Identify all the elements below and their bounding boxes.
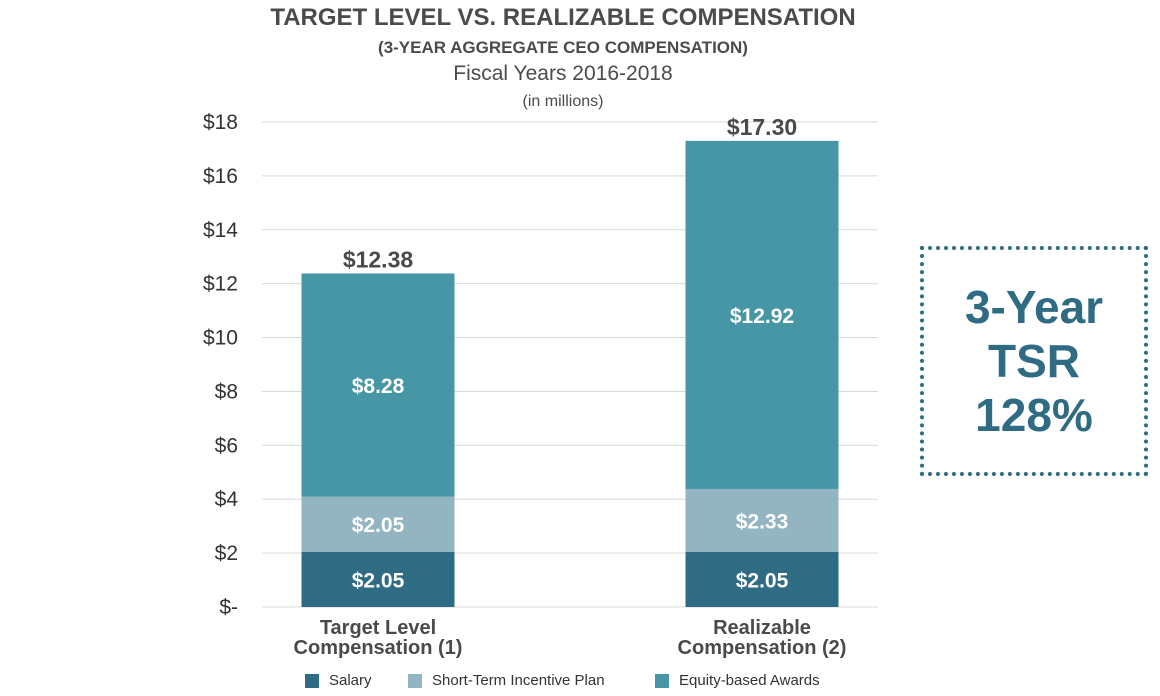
legend-item-equity: Equity-based Awards <box>655 672 820 689</box>
x-category-label: Target Level <box>320 617 436 639</box>
legend-swatch-sti <box>408 673 422 688</box>
bar-segment <box>685 488 839 552</box>
tsr-callout-box: 3-Year TSR 128% <box>920 246 1148 476</box>
chart-title: TARGET LEVEL VS. REALIZABLE COMPENSATION <box>270 4 856 31</box>
y-tick-label: $12 <box>203 273 238 296</box>
x-category-label: Realizable <box>713 617 811 639</box>
x-category-label: Compensation (2) <box>678 637 847 659</box>
bar-total-label: $17.30 <box>727 114 797 140</box>
legend-item-sti: Short-Term Incentive Plan <box>408 672 605 689</box>
bar-segment-label: $2.05 <box>352 514 405 537</box>
tsr-line-1: 3-Year <box>964 281 1104 333</box>
y-tick-label: $2 <box>215 542 238 565</box>
y-tick-label: $14 <box>203 219 238 242</box>
chart-period: Fiscal Years 2016-2018 <box>453 62 673 85</box>
y-tick-label: $16 <box>203 165 238 188</box>
bar-segment <box>301 273 455 497</box>
chart-units: (in millions) <box>522 93 604 110</box>
y-tick-label: $18 <box>203 111 238 134</box>
bar-segment <box>685 140 839 489</box>
chart-legend: Salary Short-Term Incentive Plan Equity-… <box>0 672 1160 694</box>
bar-segment-label: $2.05 <box>352 569 405 592</box>
stacked-bar-chart: $- $2 $4 $6 $8 $10 $12 $14 $16 $18 $2.05 $2.05 $8.28… <box>203 111 878 659</box>
legend-item-salary: Salary <box>305 672 372 689</box>
bar-segment-label: $2.33 <box>736 510 789 533</box>
tsr-line-3: 128% <box>975 389 1093 441</box>
legend-label-sti: Short-Term Incentive Plan <box>432 672 605 689</box>
chart-subtitle: (3-YEAR AGGREGATE CEO COMPENSATION) <box>378 38 748 57</box>
legend-label-salary: Salary <box>329 672 372 689</box>
y-tick-label: $10 <box>203 327 238 350</box>
legend-swatch-salary <box>305 673 319 688</box>
bar-segment <box>685 551 839 607</box>
bar-segment <box>301 496 455 552</box>
legend-label-equity: Equity-based Awards <box>679 672 820 689</box>
y-tick-label: $- <box>219 596 238 619</box>
legend-swatch-equity <box>655 673 669 688</box>
x-category-label: Compensation (1) <box>294 637 463 659</box>
y-tick-label: $4 <box>215 488 239 511</box>
tsr-line-2: TSR <box>988 335 1080 387</box>
bar-segment-label: $8.28 <box>352 375 405 398</box>
bar-segment <box>301 551 455 607</box>
y-tick-label: $6 <box>215 434 238 457</box>
bar-total-label: $12.38 <box>343 246 414 272</box>
bar-segment-label: $2.05 <box>736 569 789 592</box>
y-tick-label: $8 <box>215 380 238 403</box>
bar-segment-label: $12.92 <box>730 305 794 328</box>
